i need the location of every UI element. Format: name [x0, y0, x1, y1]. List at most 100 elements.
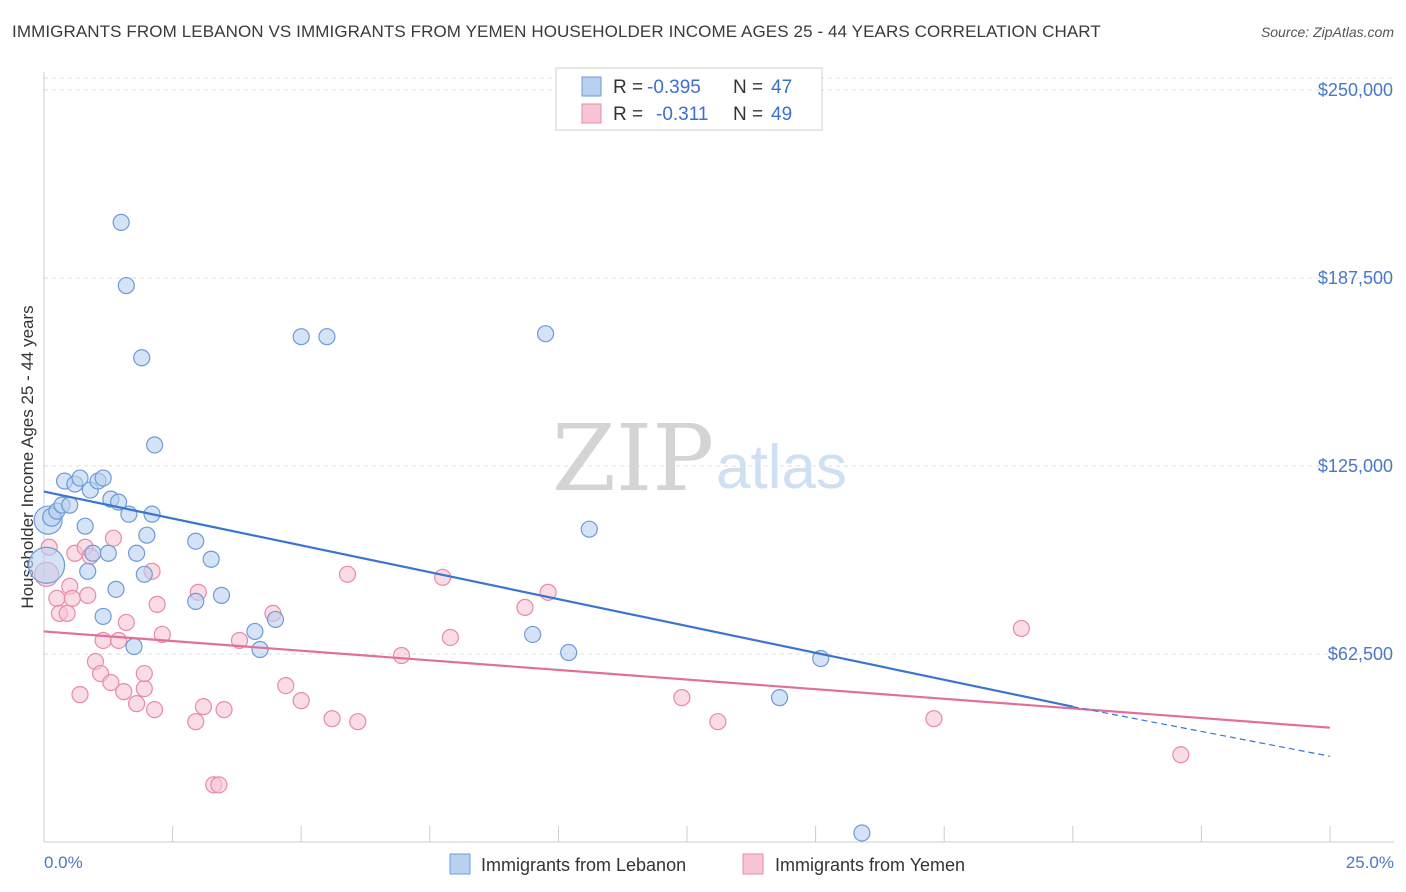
- point-lebanon: [536, 325, 555, 343]
- trend-line-lebanon: [43, 490, 1074, 708]
- point-lebanon: [71, 469, 89, 487]
- trend-line-yemen: [43, 630, 1331, 729]
- point-yemen: [58, 604, 76, 623]
- point-yemen: [135, 664, 153, 683]
- point-lebanon: [61, 496, 79, 514]
- point-lebanon: [560, 643, 578, 662]
- point-yemen: [1012, 619, 1030, 638]
- point-yemen: [102, 673, 120, 692]
- point-lebanon: [112, 213, 130, 231]
- point-lebanon: [292, 328, 310, 346]
- point-lebanon: [133, 349, 151, 367]
- point-lebanon: [212, 586, 231, 604]
- source-credit: Source: ZipAtlas.com: [1260, 24, 1394, 40]
- stats-swatch-yemen: [581, 103, 602, 124]
- point-lebanon: [318, 328, 336, 346]
- point-yemen: [338, 565, 357, 583]
- trend-line-lebanon-extension: [1072, 706, 1331, 757]
- point-lebanon: [94, 607, 112, 626]
- point-yemen: [194, 698, 213, 716]
- point-lebanon: [580, 520, 598, 538]
- point-lebanon: [202, 550, 220, 568]
- point-lebanon: [187, 532, 205, 550]
- point-lebanon: [117, 276, 135, 295]
- point-yemen: [516, 598, 534, 616]
- point-lebanon: [187, 592, 205, 610]
- x-tick-label-min: 0.0%: [44, 853, 83, 872]
- y-tick-label: $250,000: [1318, 80, 1393, 100]
- point-yemen: [292, 692, 310, 710]
- stats-r-label-lebanon: R =: [613, 77, 643, 98]
- point-yemen: [79, 586, 97, 604]
- stats-swatch-lebanon: [581, 76, 602, 97]
- point-yemen: [117, 613, 135, 632]
- point-yemen: [153, 625, 171, 644]
- point-yemen: [215, 701, 233, 719]
- point-yemen: [48, 589, 66, 607]
- point-yemen: [277, 676, 295, 695]
- stats-r-label-yemen: R =: [613, 104, 643, 125]
- point-lebanon: [94, 469, 112, 487]
- point-lebanon: [125, 637, 143, 656]
- series-lebanon-points: [27, 213, 871, 842]
- point-lebanon: [107, 580, 125, 598]
- point-yemen: [109, 631, 128, 650]
- point-yemen: [434, 568, 452, 586]
- stats-n-label-lebanon: N =: [733, 77, 763, 98]
- point-lebanon: [251, 640, 269, 659]
- legend-swatch-yemen: [742, 853, 764, 875]
- stats-n-value-yemen: 49: [771, 104, 792, 125]
- y-axis-title: Householder Income Ages 25 - 44 years: [18, 305, 37, 608]
- y-tick-label: $125,000: [1318, 456, 1393, 476]
- point-lebanon: [770, 689, 789, 707]
- point-yemen: [145, 701, 164, 719]
- watermark-atlas: atlas: [716, 433, 847, 502]
- point-yemen: [127, 695, 146, 713]
- point-yemen: [210, 776, 228, 794]
- watermark-zip: ZIP: [552, 405, 714, 512]
- point-yemen: [349, 713, 367, 731]
- point-lebanon: [266, 610, 285, 629]
- point-lebanon: [138, 526, 156, 544]
- point-yemen: [673, 689, 691, 707]
- point-lebanon: [76, 517, 94, 535]
- stats-n-value-lebanon: 47: [771, 77, 792, 98]
- y-tick-label: $62,500: [1328, 644, 1393, 664]
- point-yemen: [104, 529, 123, 547]
- legend-swatch-lebanon: [449, 853, 471, 875]
- point-lebanon: [524, 625, 542, 644]
- chart-title: IMMIGRANTS FROM LEBANON VS IMMIGRANTS FR…: [12, 22, 1101, 41]
- y-tick-label: $187,500: [1318, 268, 1393, 288]
- point-yemen: [1172, 746, 1190, 764]
- x-ticks: [43, 826, 1331, 842]
- point-yemen: [323, 710, 341, 728]
- point-yemen: [71, 686, 89, 704]
- point-yemen: [709, 713, 727, 731]
- point-yemen: [441, 628, 459, 647]
- point-yemen: [230, 631, 249, 650]
- legend-label-lebanon: Immigrants from Lebanon: [481, 855, 686, 875]
- point-lebanon: [853, 824, 871, 842]
- stats-legend: R = -0.395 N = 47 R = -0.311 N = 49: [555, 67, 823, 131]
- point-lebanon: [99, 544, 117, 562]
- point-lebanon: [79, 562, 97, 580]
- point-lebanon: [27, 546, 66, 584]
- point-yemen: [392, 646, 411, 665]
- point-yemen: [148, 595, 166, 613]
- point-yemen: [135, 680, 153, 698]
- point-lebanon: [135, 565, 153, 583]
- point-lebanon: [145, 436, 164, 454]
- bottom-legend: Immigrants from Lebanon Immigrants from …: [449, 853, 965, 875]
- point-lebanon: [84, 544, 102, 562]
- point-lebanon: [127, 544, 146, 562]
- point-yemen: [187, 713, 205, 731]
- legend-label-yemen: Immigrants from Yemen: [775, 855, 965, 875]
- x-tick-label-max: 25.0%: [1346, 853, 1394, 872]
- y-tick-labels: $62,500 $125,000 $187,500 $250,000: [1318, 80, 1393, 664]
- trend-lines: [43, 490, 1331, 757]
- point-yemen: [115, 683, 133, 701]
- point-lebanon: [246, 622, 264, 641]
- point-yemen: [63, 589, 81, 607]
- stats-n-label-yemen: N =: [733, 104, 763, 125]
